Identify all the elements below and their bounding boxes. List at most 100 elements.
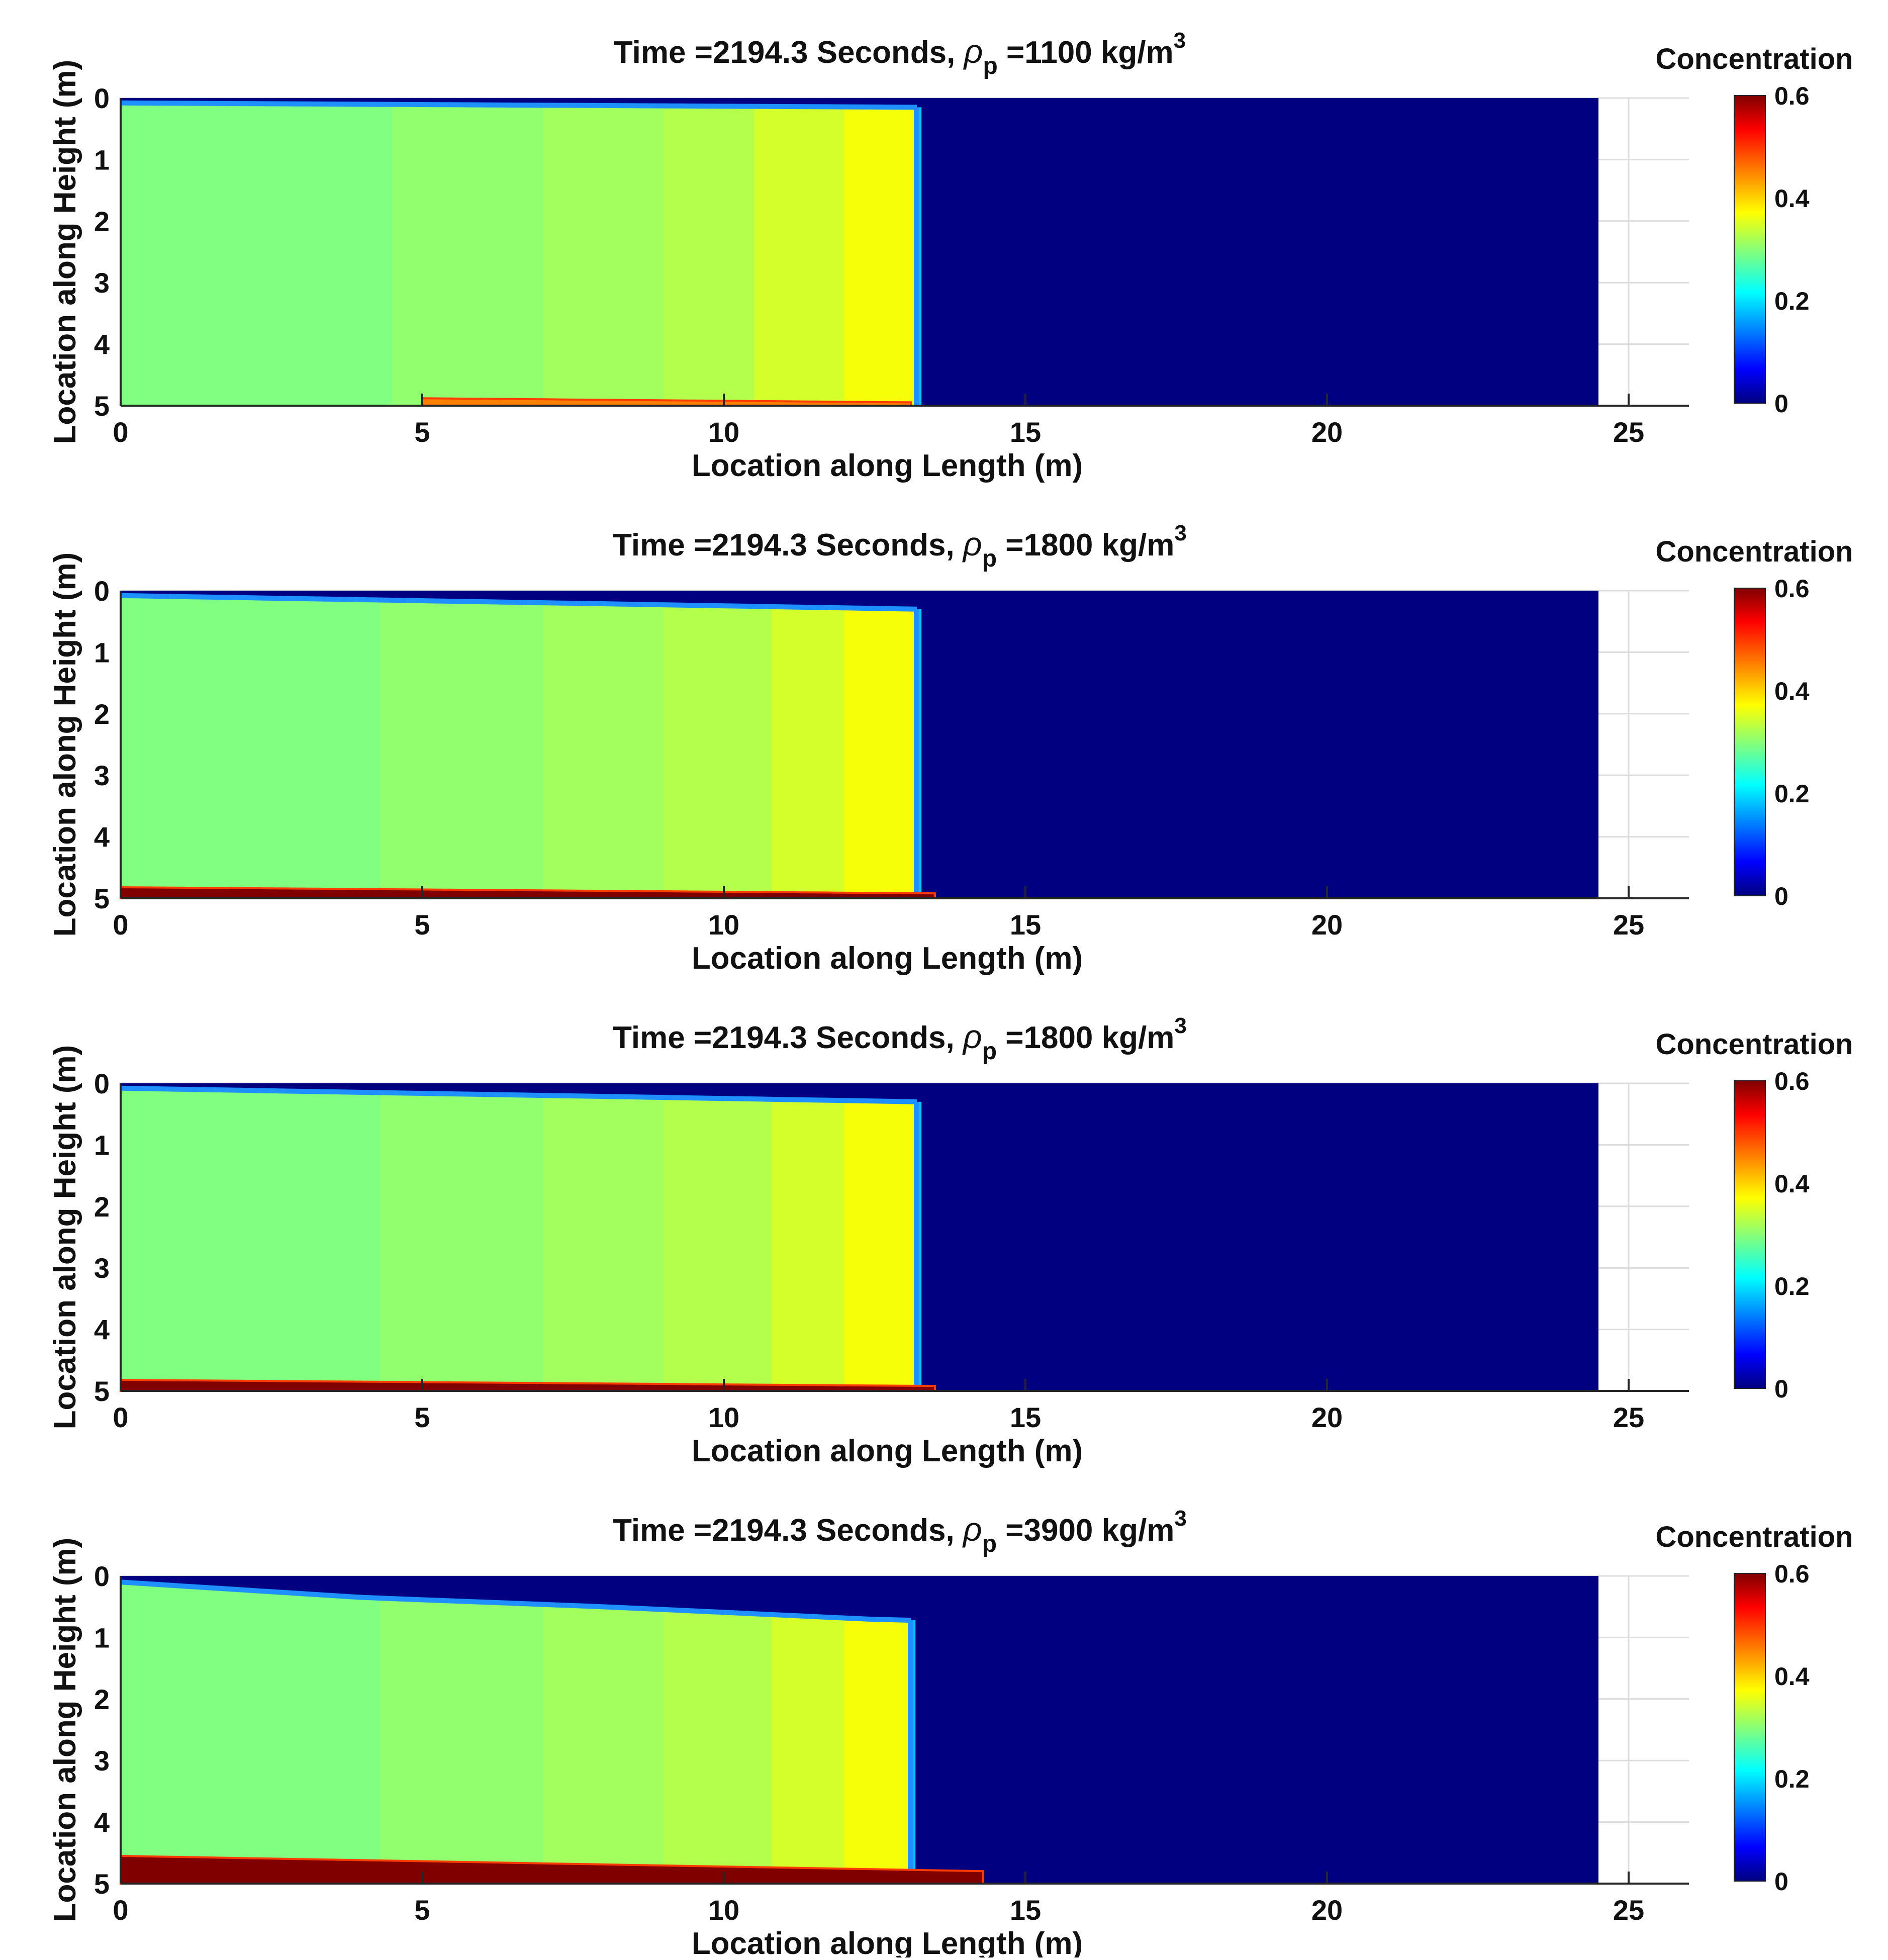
y-tick-label: 4 bbox=[94, 821, 110, 853]
x-tick-label: 25 bbox=[1613, 416, 1644, 448]
y-tick-label: 3 bbox=[94, 267, 110, 299]
title-rho-subscript: p bbox=[982, 545, 997, 572]
colorbar-tick-label: 0.2 bbox=[1774, 780, 1810, 808]
colorbar-tick-label: 0.4 bbox=[1774, 184, 1810, 213]
current-band bbox=[772, 606, 844, 898]
x-tick-label: 20 bbox=[1311, 1402, 1343, 1433]
x-tick-label: 5 bbox=[414, 1402, 430, 1433]
title-rho-symbol: ρ bbox=[962, 525, 982, 563]
y-tick-label: 1 bbox=[94, 1129, 110, 1161]
panel-title: Time =2194.3 Seconds, ρp =3900 kg/m3 bbox=[613, 1506, 1187, 1557]
colorbar bbox=[1734, 95, 1766, 404]
deposit-layer bbox=[120, 886, 936, 899]
current-band bbox=[543, 1095, 664, 1391]
y-tick-label: 0 bbox=[94, 82, 110, 114]
x-tick-label: 25 bbox=[1613, 909, 1644, 941]
colorbar bbox=[1734, 1573, 1766, 1882]
current-band bbox=[772, 1614, 844, 1884]
x-tick-label: 10 bbox=[708, 1894, 739, 1926]
x-tick-label: 20 bbox=[1311, 909, 1343, 941]
current-band bbox=[121, 1582, 380, 1884]
colorbar-tick-label: 0.6 bbox=[1774, 1067, 1810, 1095]
colorbar-tick-label: 0 bbox=[1774, 1375, 1788, 1403]
current-band bbox=[121, 1088, 380, 1391]
current-band bbox=[772, 1099, 844, 1391]
y-tick-label: 3 bbox=[94, 760, 110, 791]
current-band bbox=[664, 1609, 772, 1884]
y-tick-label: 0 bbox=[94, 575, 110, 607]
colorbar-tick-label: 0 bbox=[1774, 1868, 1788, 1896]
title-time: Time =2194.3 Seconds, bbox=[613, 1020, 963, 1055]
x-tick-label: 0 bbox=[113, 1894, 128, 1926]
y-tick-label: 4 bbox=[94, 1807, 110, 1838]
current-band bbox=[844, 1100, 917, 1391]
current-band bbox=[380, 1092, 543, 1391]
current-band bbox=[121, 595, 380, 898]
current-band bbox=[844, 107, 917, 406]
y-tick-label: 5 bbox=[94, 1375, 110, 1407]
deposit-layer bbox=[421, 397, 912, 407]
colorbar-tick-label: 0 bbox=[1774, 882, 1788, 910]
colorbar-title: Concentration bbox=[1655, 535, 1853, 568]
current-interface bbox=[120, 593, 917, 612]
current-interface bbox=[120, 1085, 917, 1104]
x-tick-label: 10 bbox=[708, 1402, 739, 1433]
x-tick-label: 5 bbox=[414, 1894, 430, 1926]
x-tick-label: 10 bbox=[708, 416, 739, 448]
colorbar-tick-label: 0.6 bbox=[1774, 1560, 1810, 1588]
current-band bbox=[664, 1097, 772, 1391]
y-tick-label: 2 bbox=[94, 698, 110, 730]
y-axis-label: Location along Height (m) bbox=[48, 1538, 82, 1922]
current-band bbox=[380, 1598, 543, 1884]
x-tick-label: 15 bbox=[1010, 416, 1041, 448]
colorbar bbox=[1734, 1080, 1766, 1389]
x-tick-label: 5 bbox=[414, 416, 430, 448]
title-unit-superscript: 3 bbox=[1174, 1506, 1186, 1531]
x-axis-label: Location along Length (m) bbox=[692, 448, 1083, 483]
current-band bbox=[664, 106, 754, 406]
x-tick-label: 25 bbox=[1613, 1402, 1644, 1433]
title-time: Time =2194.3 Seconds, bbox=[614, 35, 964, 70]
y-tick-label: 0 bbox=[94, 1068, 110, 1099]
colorbar-tick-label: 0.2 bbox=[1774, 1765, 1810, 1793]
panel-title: Time =2194.3 Seconds, ρp =1800 kg/m3 bbox=[613, 521, 1187, 572]
current-band bbox=[664, 605, 772, 898]
colorbar-tick-label: 0.4 bbox=[1774, 1662, 1810, 1691]
y-axis-label: Location along Height (m) bbox=[48, 552, 82, 937]
current-band bbox=[380, 600, 543, 898]
y-tick-label: 5 bbox=[94, 1868, 110, 1900]
y-tick-label: 4 bbox=[94, 1314, 110, 1346]
x-tick-label: 0 bbox=[113, 416, 128, 448]
current-band bbox=[543, 105, 664, 406]
y-tick-label: 3 bbox=[94, 1745, 110, 1777]
deposit-layer bbox=[120, 1854, 984, 1885]
colorbar-tick-label: 0.2 bbox=[1774, 1272, 1810, 1300]
x-tick-label: 0 bbox=[113, 1402, 128, 1433]
y-tick-label: 5 bbox=[94, 390, 110, 422]
y-tick-label: 5 bbox=[94, 883, 110, 914]
x-axis-label: Location along Length (m) bbox=[692, 1926, 1083, 1957]
colorbar-tick-label: 0.6 bbox=[1774, 575, 1810, 603]
current-band bbox=[543, 603, 664, 898]
x-tick-label: 15 bbox=[1010, 909, 1041, 941]
y-tick-label: 2 bbox=[94, 1191, 110, 1223]
y-tick-label: 2 bbox=[94, 1684, 110, 1715]
title-time: Time =2194.3 Seconds, bbox=[613, 1513, 963, 1548]
current-band bbox=[844, 1618, 911, 1884]
x-tick-label: 5 bbox=[414, 909, 430, 941]
colorbar bbox=[1734, 588, 1766, 896]
y-tick-label: 1 bbox=[94, 144, 110, 175]
title-rho-symbol: ρ bbox=[963, 33, 983, 70]
title-rho-subscript: p bbox=[982, 1038, 997, 1065]
current-band bbox=[754, 106, 844, 406]
y-axis-label: Location along Height (m) bbox=[48, 60, 82, 444]
panel-title: Time =2194.3 Seconds, ρp =1800 kg/m3 bbox=[613, 1013, 1187, 1065]
title-rho-subscript: p bbox=[983, 53, 997, 79]
colorbar-title: Concentration bbox=[1655, 43, 1853, 75]
